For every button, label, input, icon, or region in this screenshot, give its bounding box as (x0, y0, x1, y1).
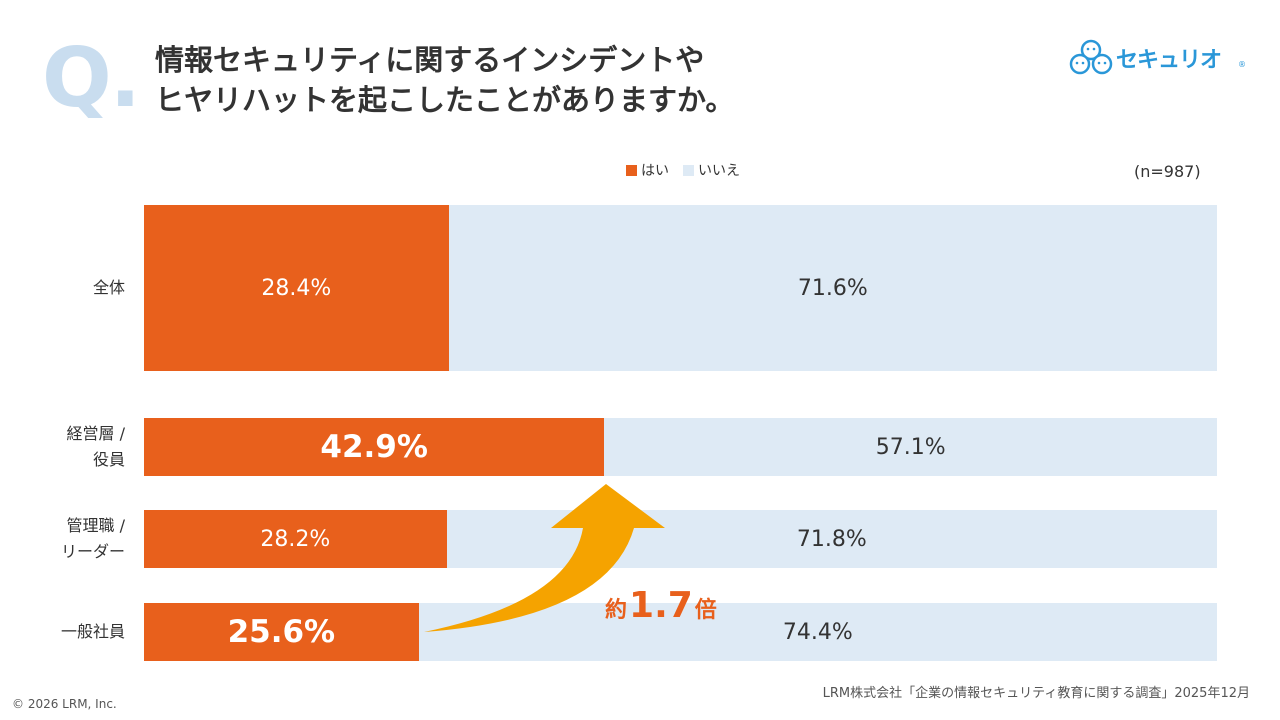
q-mark: Q. (42, 31, 141, 126)
legend-swatch-yes (626, 164, 637, 176)
bar-row-all: 28.4% 71.6% (144, 205, 1217, 371)
copyright: © 2026 LRM, Inc. (12, 697, 117, 711)
legend-label-no: いいえ (698, 163, 740, 179)
chart-legend: はい いいえ (626, 160, 740, 180)
page-title: 情報セキュリティに関するインシデントや ヒヤリハットを起こしたことがありますか。 (155, 43, 735, 117)
category-label-managers: 管理職 / リーダー (60, 516, 125, 561)
logo-registered-mark: ® (1238, 60, 1246, 69)
category-label-executives: 経営層 / 役員 (66, 424, 125, 469)
multiplier-annotation: 約 1.7 倍 (605, 585, 717, 626)
value-label-no-all: 71.6% (797, 275, 868, 301)
bar-no-staff: 74.4% (418, 603, 1217, 661)
multiplier-prefix: 約 (605, 598, 628, 623)
bar-yes-staff: 25.6% (144, 603, 419, 661)
value-label-yes-executives: 42.9% (320, 429, 428, 465)
bar-yes-all: 28.4% (144, 205, 449, 371)
source-note: LRM株式会社「企業の情報セキュリティ教育に関する調査」2025年12月 (822, 686, 1250, 701)
bar-row-staff: 25.6% 74.4% (144, 603, 1217, 661)
bar-no-executives: 57.1% (604, 418, 1217, 476)
value-label-no-managers: 71.8% (796, 526, 867, 552)
legend-swatch-no (683, 164, 694, 176)
multiplier-value: 1.7 (629, 585, 693, 626)
value-label-yes-managers: 28.2% (260, 526, 331, 552)
value-label-no-staff: 74.4% (782, 619, 853, 645)
logo-mascot-icon (1069, 39, 1113, 75)
brand-logo: セキュリオ ® (1068, 38, 1248, 78)
value-label-yes-all: 28.4% (261, 275, 332, 301)
legend-item-no: いいえ (683, 160, 740, 180)
bar-no-all: 71.6% (448, 205, 1217, 371)
bar-yes-managers: 28.2% (144, 510, 447, 568)
category-label-all: 全体 (92, 278, 125, 297)
logo-text: セキュリオ (1116, 48, 1222, 73)
legend-label-yes: はい (641, 163, 669, 179)
value-label-yes-staff: 25.6% (227, 614, 336, 650)
bar-yes-executives: 42.9% (144, 418, 605, 476)
sample-size: (n=987) (1134, 162, 1201, 181)
legend-item-yes: はい (626, 160, 669, 180)
multiplier-suffix: 倍 (694, 598, 717, 623)
bar-row-executives: 42.9% 57.1% (144, 418, 1217, 476)
value-label-no-executives: 57.1% (875, 434, 946, 460)
category-label-staff: 一般社員 (60, 622, 125, 641)
